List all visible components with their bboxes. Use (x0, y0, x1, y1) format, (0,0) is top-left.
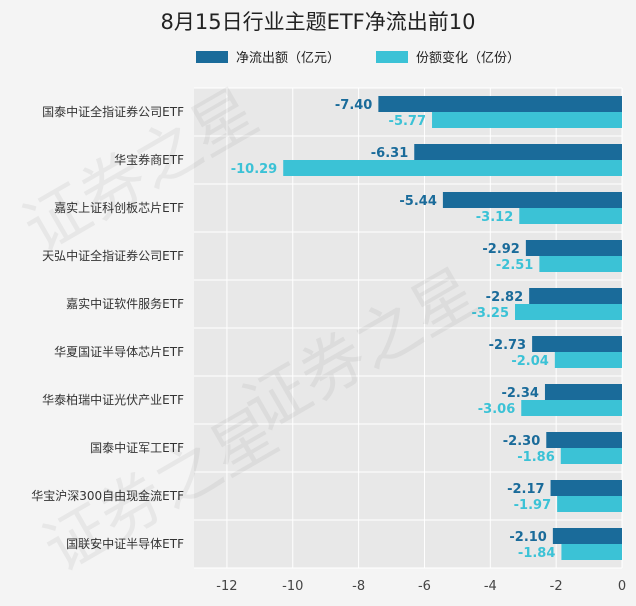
category-label: 天弘中证全指证券公司ETF (42, 248, 184, 263)
bar-outflow (552, 528, 622, 544)
data-label: -2.17 (507, 482, 544, 497)
bar-share-change (519, 208, 622, 224)
bar-share-change (560, 448, 622, 464)
category-label: 嘉实上证科创板芯片ETF (54, 200, 184, 215)
chart-title: 8月15日行业主题ETF净流出前10 (160, 10, 476, 34)
bar-outflow (550, 480, 622, 496)
legend-item-share-change: 份额变化（亿份） (376, 47, 520, 66)
data-label: -2.51 (496, 258, 533, 273)
data-label: -5.77 (389, 114, 426, 129)
legend: 净流出额（亿元） 份额变化（亿份） (0, 47, 636, 67)
bar-share-change (432, 112, 622, 128)
x-tick-label: -10 (282, 579, 303, 594)
x-tick-label: -4 (484, 579, 497, 594)
bar-share-change (557, 496, 622, 512)
bar-outflow (414, 144, 622, 160)
category-label: 华宝沪深300自由现金流ETF (31, 488, 184, 503)
data-label: -7.40 (335, 98, 372, 113)
x-tick-label: -12 (216, 579, 237, 594)
legend-swatch-share-change (376, 50, 408, 63)
data-label: -2.82 (486, 290, 523, 305)
data-label: -3.25 (472, 306, 509, 321)
bar-share-change (539, 256, 622, 272)
category-label: 华宝券商ETF (114, 152, 184, 167)
x-tick-label: -6 (418, 579, 431, 594)
legend-label-outflow: 净流出额（亿元） (236, 51, 341, 66)
data-label: -2.04 (511, 354, 548, 369)
bar-outflow (525, 240, 622, 256)
legend-item-outflow: 净流出额（亿元） (196, 47, 340, 66)
data-label: -10.29 (231, 162, 278, 177)
category-label: 国泰中证军工ETF (90, 440, 184, 455)
x-tick-label: -8 (352, 579, 365, 594)
category-label: 国泰中证全指证券公司ETF (42, 104, 184, 119)
x-tick-label: 0 (618, 579, 626, 594)
data-label: -1.86 (517, 450, 554, 465)
data-label: -2.73 (489, 338, 526, 353)
data-label: -2.34 (501, 386, 538, 401)
category-label: 华泰柏瑞中证光伏产业ETF (42, 392, 184, 407)
x-tick-label: -2 (550, 579, 563, 594)
bar-share-change (283, 160, 622, 176)
legend-label-share-change: 份额变化（亿份） (416, 51, 521, 66)
bar-outflow (378, 96, 622, 112)
data-label: -1.84 (518, 546, 555, 561)
category-label: 国联安中证半导体ETF (66, 536, 184, 551)
bar-share-change (561, 544, 622, 560)
bar-outflow (546, 432, 622, 448)
bar-outflow (529, 288, 622, 304)
legend-swatch-outflow (196, 50, 228, 63)
category-label: 嘉实中证软件服务ETF (66, 296, 184, 311)
bar-share-change (515, 304, 622, 320)
bar-share-change (521, 400, 622, 416)
data-label: -2.10 (509, 530, 546, 545)
data-label: -3.12 (476, 210, 513, 225)
data-label: -5.44 (399, 194, 436, 209)
bar-outflow (442, 192, 622, 208)
category-label: 华夏国证半导体芯片ETF (54, 345, 184, 359)
data-label: -6.31 (371, 146, 408, 161)
bar-outflow (532, 336, 622, 352)
bar-outflow (544, 384, 622, 400)
data-label: -2.92 (482, 242, 519, 257)
data-label: -3.06 (478, 402, 515, 417)
data-label: -2.30 (503, 434, 540, 449)
bar-share-change (554, 352, 622, 368)
data-label: -1.97 (514, 498, 551, 513)
